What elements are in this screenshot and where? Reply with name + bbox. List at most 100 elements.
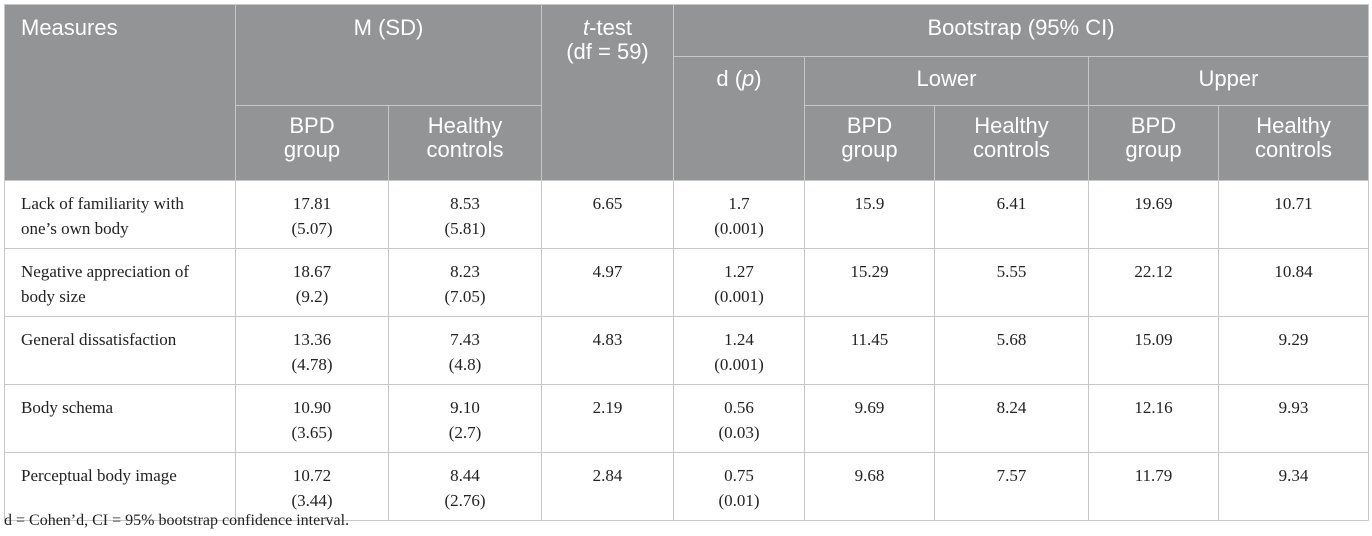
table-header: Measures M (SD) t-test (df = 59) Bootstr… <box>4 4 1370 181</box>
header-upper: Upper <box>1087 56 1370 106</box>
measure-cell: General dissatisfaction <box>4 316 236 385</box>
lower-bpd-cell: 9.68 <box>804 452 935 521</box>
header-bootstrap: Bootstrap (95% CI) <box>672 4 1370 57</box>
cell-text: 8.53 <box>450 194 480 213</box>
cell-text: (3.65) <box>291 423 333 442</box>
cell-text: 5.55 <box>996 262 1027 281</box>
header-d-label: d ( <box>716 66 743 91</box>
cell-text: 4.97 <box>592 262 623 281</box>
cell-text: 8.44 <box>450 466 480 485</box>
cell-text: (3.44) <box>291 491 333 510</box>
cell-text: (5.07) <box>291 219 333 238</box>
cell-text: 15.29 <box>850 262 889 281</box>
cell-text: (0.01) <box>718 491 760 510</box>
cell-text: 11.79 <box>1134 466 1173 485</box>
cell-text: 10.72 <box>292 466 332 485</box>
cell-text: 9.69 <box>854 398 885 417</box>
cell-text: 8.23 <box>450 262 480 281</box>
cell-text: 12.16 <box>1134 398 1173 417</box>
header-t-italic: t <box>583 15 590 40</box>
results-table: Measures M (SD) t-test (df = 59) Bootstr… <box>4 4 1370 521</box>
upper-bpd-cell: 15.09 <box>1088 316 1219 385</box>
cell-text: 7.57 <box>996 466 1027 485</box>
header-msd-healthy: Healthy controls <box>388 105 542 181</box>
cell-text: 1.27 <box>724 262 754 281</box>
cell-text: 4.83 <box>592 330 623 349</box>
cell-text: (2.76) <box>444 491 486 510</box>
table-row: Body schema 10.90 (3.65) 9.10 (2.7) 2.19 0.56 (… <box>4 384 1370 453</box>
header-msd-bpd: BPD group <box>235 105 389 181</box>
lower-bpd-cell: 15.9 <box>804 180 935 249</box>
t-value-cell: 4.97 <box>541 248 674 317</box>
cell-text: 6.41 <box>996 194 1027 213</box>
header-upper-healthy: Healthy controls <box>1217 105 1370 181</box>
bpd-mean-sd-cell: 10.72 (3.44) <box>235 452 389 521</box>
cell-text: (4.78) <box>291 355 333 374</box>
results-table-container: Measures M (SD) t-test (df = 59) Bootstr… <box>4 4 1370 521</box>
effect-size-cell: 1.7 (0.001) <box>673 180 805 249</box>
header-lower-healthy: Healthy controls <box>934 105 1089 181</box>
lower-bpd-cell: 11.45 <box>804 316 935 385</box>
cell-text: 9.68 <box>854 466 885 485</box>
cell-text: (9.2) <box>295 287 329 306</box>
header-m-sd: M (SD) <box>235 4 542 106</box>
cell-text: (0.001) <box>714 287 764 306</box>
cell-text: 17.81 <box>292 194 332 213</box>
upper-healthy-cell: 10.84 <box>1217 248 1370 317</box>
upper-bpd-cell: 19.69 <box>1088 180 1219 249</box>
cell-text: 18.67 <box>292 262 332 281</box>
cell-text: 10.90 <box>292 398 332 417</box>
header-df: (df = 59) <box>566 39 649 64</box>
cell-text: 2.84 <box>592 466 623 485</box>
upper-bpd-cell: 12.16 <box>1088 384 1219 453</box>
bpd-mean-sd-cell: 18.67 (9.2) <box>235 248 389 317</box>
lower-healthy-cell: 6.41 <box>934 180 1089 249</box>
healthy-mean-sd-cell: 8.44 (2.76) <box>388 452 542 521</box>
cell-text: 1.24 <box>724 330 754 349</box>
effect-size-cell: 0.56 (0.03) <box>673 384 805 453</box>
header-p-italic: p <box>742 66 755 91</box>
healthy-mean-sd-cell: 9.10 (2.7) <box>388 384 542 453</box>
cell-text: 0.56 <box>724 398 754 417</box>
cell-text: 9.10 <box>450 398 480 417</box>
cell-text: 9.93 <box>1278 398 1309 417</box>
cell-text: (5.81) <box>444 219 486 238</box>
cell-text: Lack of familiarity with <box>21 194 184 213</box>
bpd-mean-sd-cell: 17.81 (5.07) <box>235 180 389 249</box>
cell-text: 15.09 <box>1134 330 1173 349</box>
upper-bpd-cell: 11.79 <box>1088 452 1219 521</box>
effect-size-cell: 0.75 (0.01) <box>673 452 805 521</box>
cell-text: one’s own body <box>21 219 129 238</box>
cell-text: (0.001) <box>714 219 764 238</box>
lower-healthy-cell: 7.57 <box>934 452 1089 521</box>
cell-text: 9.29 <box>1278 330 1309 349</box>
t-value-cell: 4.83 <box>541 316 674 385</box>
table-row: General dissatisfaction 13.36 (4.78) 7.43 (4… <box>4 316 1370 385</box>
header-t-test: t-test (df = 59) <box>541 4 674 181</box>
cell-text: 13.36 <box>292 330 332 349</box>
header-d-p: d (p) <box>673 56 805 181</box>
upper-healthy-cell: 10.71 <box>1217 180 1370 249</box>
t-value-cell: 2.19 <box>541 384 674 453</box>
lower-healthy-cell: 8.24 <box>934 384 1089 453</box>
table-footnote: d = Cohen’d, CI = 95% bootstrap confiden… <box>4 512 350 529</box>
cell-text: (0.001) <box>714 355 764 374</box>
healthy-mean-sd-cell: 7.43 (4.8) <box>388 316 542 385</box>
cell-text: 8.24 <box>996 398 1027 417</box>
cell-text: Negative appreciation of <box>21 262 190 281</box>
cell-text: (0.03) <box>718 423 760 442</box>
upper-healthy-cell: 9.34 <box>1217 452 1370 521</box>
table-body: Lack of familiarity with one’s own body 17… <box>4 180 1370 521</box>
cell-text: (7.05) <box>444 287 486 306</box>
effect-size-cell: 1.27 (0.001) <box>673 248 805 317</box>
bpd-mean-sd-cell: 10.90 (3.65) <box>235 384 389 453</box>
t-value-cell: 6.65 <box>541 180 674 249</box>
cell-text: 9.34 <box>1278 466 1309 485</box>
cell-text: Perceptual body image <box>21 466 177 485</box>
upper-bpd-cell: 22.12 <box>1088 248 1219 317</box>
cell-text: 11.45 <box>850 330 889 349</box>
header-lower-bpd: BPD group <box>804 105 935 181</box>
cell-text: (4.8) <box>448 355 482 374</box>
healthy-mean-sd-cell: 8.53 (5.81) <box>388 180 542 249</box>
cell-text: 10.71 <box>1274 194 1313 213</box>
